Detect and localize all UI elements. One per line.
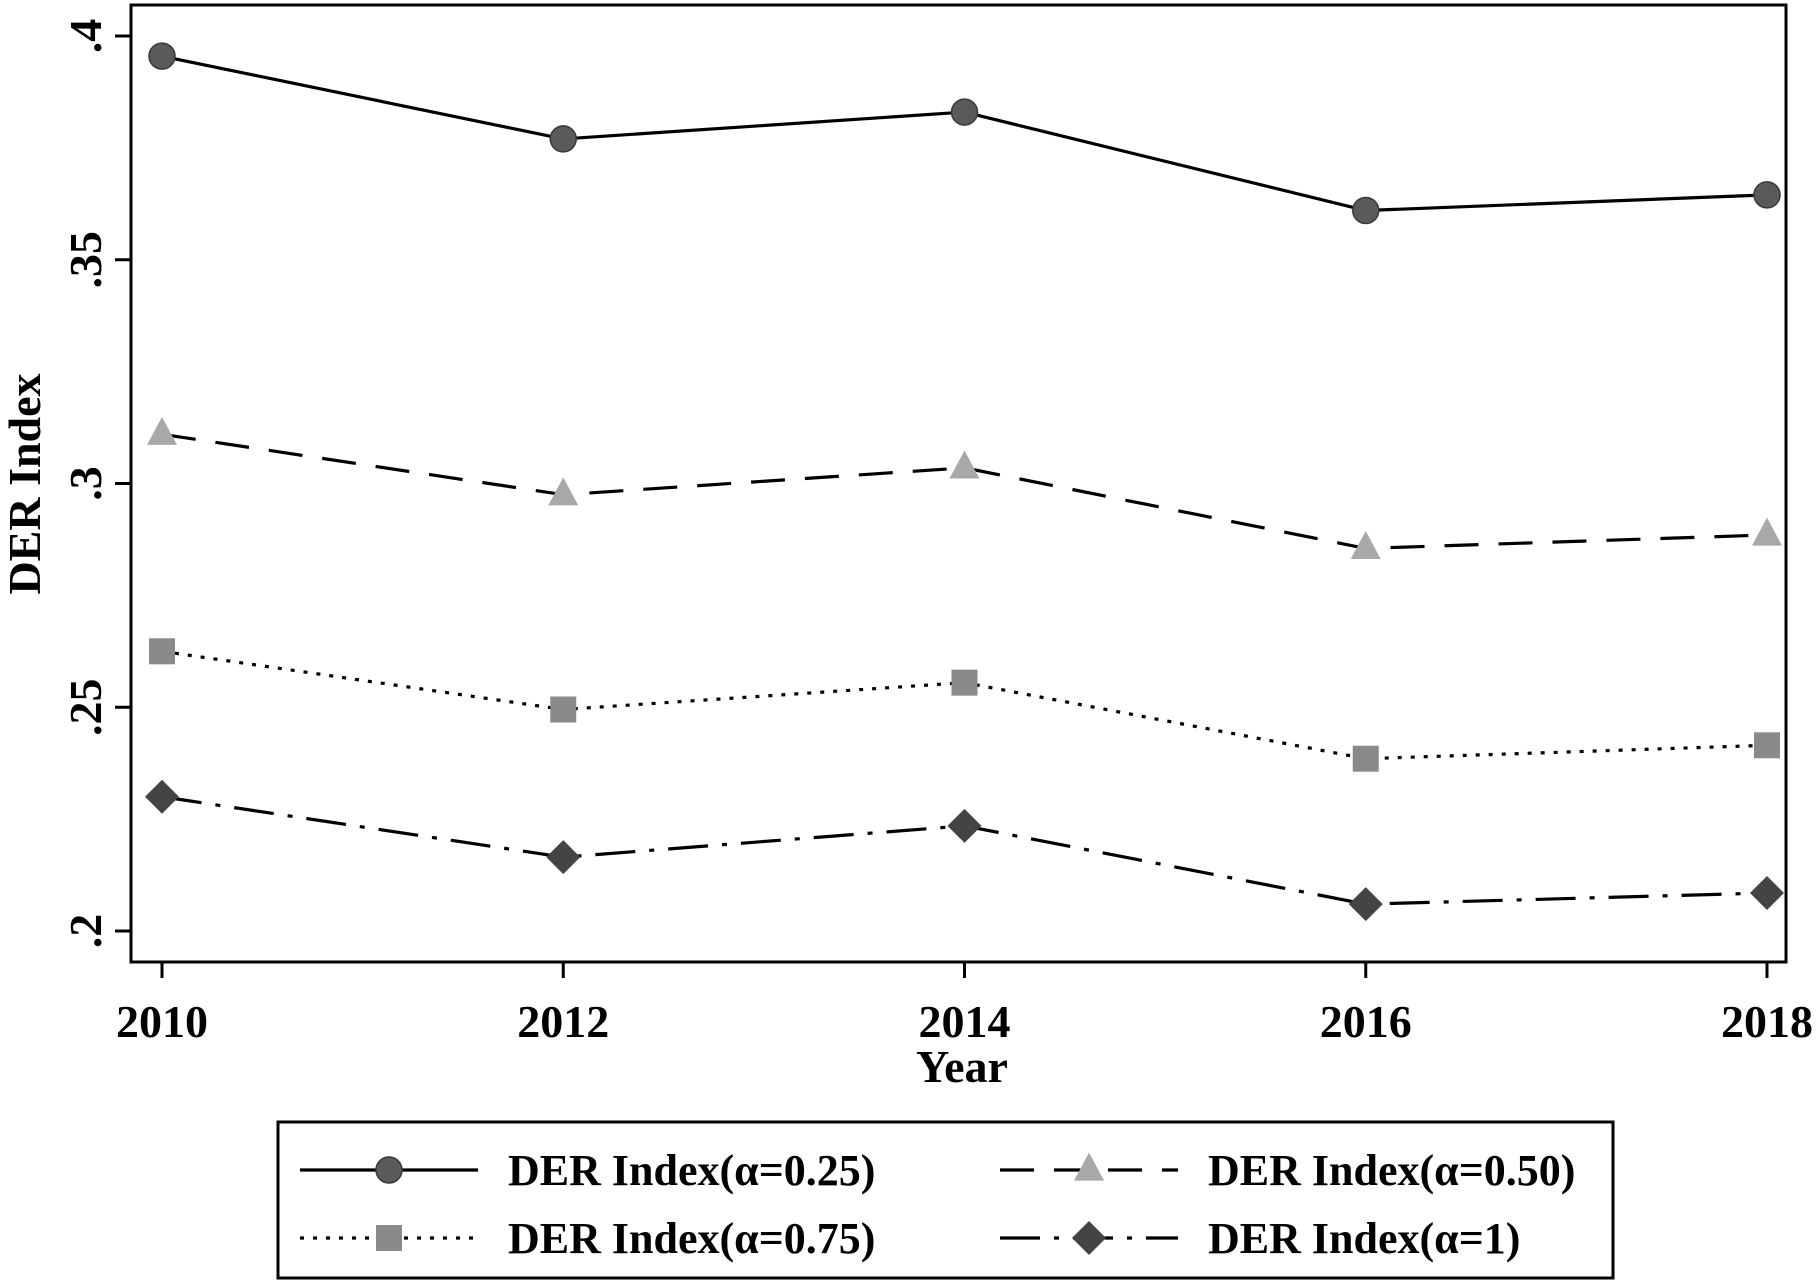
legend-label: DER Index(α=0.25)	[508, 1146, 875, 1195]
legend-entry: DER Index(α=1)	[1000, 1214, 1520, 1263]
data-point	[1352, 196, 1380, 225]
data-point	[147, 416, 177, 445]
series-3	[149, 638, 1780, 772]
x-axis-title: Year	[916, 1041, 1008, 1092]
x-axis: 2010 2012 2014 2016 2018	[116, 962, 1813, 1047]
data-point	[950, 98, 979, 126]
data-point	[1352, 745, 1379, 772]
y-tick-label: .3	[60, 466, 111, 501]
series-line	[161, 432, 1768, 550]
legend-entry: DER Index(α=0.50)	[1000, 1146, 1575, 1195]
data-point	[149, 638, 175, 665]
series-2	[147, 416, 1782, 560]
data-point	[949, 450, 980, 479]
data-point	[148, 42, 176, 70]
series-layer	[145, 42, 1784, 922]
data-point	[550, 696, 577, 723]
y-tick-label: .4	[60, 19, 111, 54]
y-tick-label: .35	[60, 231, 111, 289]
x-tick-label: 2018	[1721, 996, 1813, 1047]
y-tick-label: .2	[60, 914, 111, 949]
x-tick-label: 2010	[116, 996, 208, 1047]
data-point	[1348, 887, 1383, 922]
data-point	[1750, 875, 1784, 910]
data-point	[546, 840, 581, 875]
legend-entry: DER Index(α=0.75)	[300, 1214, 875, 1263]
legend-frame	[276, 1120, 1615, 1280]
series-line	[161, 649, 1768, 761]
legend-marker	[376, 1225, 402, 1251]
legend-entry: DER Index(α=0.25)	[300, 1146, 875, 1195]
x-tick-label: 2016	[1320, 996, 1412, 1047]
x-tick-label: 2014	[919, 996, 1011, 1047]
legend-label: DER Index(α=1)	[1208, 1214, 1520, 1263]
legend-marker	[1072, 1221, 1106, 1255]
data-point	[1753, 181, 1781, 209]
y-axis-title: DER Index	[0, 373, 50, 594]
data-point	[145, 779, 179, 814]
legend-label: DER Index(α=0.75)	[508, 1214, 875, 1263]
data-point	[947, 808, 982, 843]
y-tick-label: .25	[60, 679, 111, 737]
legend: DER Index(α=0.25) DER Index(α=0.50) DER In…	[276, 1120, 1615, 1280]
data-point	[549, 125, 577, 153]
legend-marker	[1074, 1152, 1104, 1181]
series-4	[145, 779, 1784, 922]
x-tick-label: 2012	[517, 996, 609, 1047]
data-point	[548, 477, 579, 506]
data-point	[1754, 732, 1780, 759]
data-point	[1350, 531, 1381, 560]
y-axis: .2 .25 .3 .35 .4	[60, 19, 131, 949]
legend-marker	[375, 1156, 403, 1184]
legend-label: DER Index(α=0.50)	[1208, 1146, 1575, 1195]
data-point	[1752, 517, 1782, 546]
series-line	[161, 54, 1768, 213]
data-point	[951, 669, 978, 696]
series-1	[148, 42, 1781, 225]
